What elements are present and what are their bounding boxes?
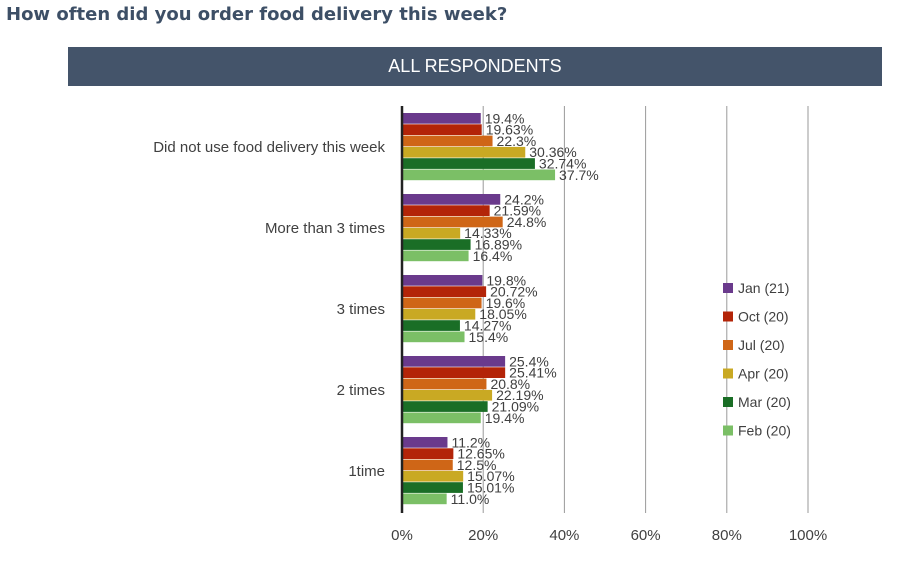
data-label: 37.7% bbox=[559, 167, 599, 183]
data-label: 19.63% bbox=[486, 122, 533, 138]
bar bbox=[402, 308, 476, 320]
data-label: 20.72% bbox=[490, 284, 537, 300]
x-tick-label: 40% bbox=[549, 527, 579, 544]
data-label: 20.8% bbox=[490, 376, 530, 392]
bar bbox=[402, 169, 556, 181]
x-tick-label: 60% bbox=[631, 527, 661, 544]
bar bbox=[402, 194, 501, 205]
bar bbox=[402, 227, 461, 239]
bar bbox=[402, 216, 503, 228]
legend-swatch bbox=[723, 425, 733, 436]
bar bbox=[402, 378, 487, 390]
legend-swatch bbox=[723, 340, 733, 350]
segment-banner: ALL RESPONDENTS bbox=[68, 47, 882, 86]
bar bbox=[402, 286, 487, 297]
category-label: 2 times bbox=[337, 382, 385, 399]
bar bbox=[402, 297, 482, 309]
data-label: 16.4% bbox=[473, 248, 513, 264]
data-label: 15.4% bbox=[469, 329, 509, 345]
bar bbox=[402, 158, 535, 169]
data-label: 30.36% bbox=[529, 144, 576, 160]
bar bbox=[402, 250, 469, 262]
bar bbox=[402, 448, 454, 459]
data-label: 32.74% bbox=[539, 156, 586, 172]
legend-label: Jul (20) bbox=[738, 337, 785, 353]
x-tick-label: 20% bbox=[468, 527, 498, 544]
bar bbox=[402, 320, 460, 331]
data-label: 19.6% bbox=[486, 295, 526, 311]
bar bbox=[402, 205, 490, 216]
data-label: 14.27% bbox=[464, 318, 511, 334]
data-label: 19.8% bbox=[486, 272, 526, 288]
bar bbox=[402, 389, 493, 401]
data-label: 25.4% bbox=[509, 353, 549, 369]
bar bbox=[402, 239, 471, 250]
legend-label: Mar (20) bbox=[738, 394, 791, 410]
data-label: 12.65% bbox=[457, 446, 504, 462]
data-label: 22.3% bbox=[497, 133, 537, 149]
bar bbox=[402, 331, 465, 343]
data-label: 16.89% bbox=[475, 237, 522, 253]
data-label: 19.4% bbox=[485, 410, 525, 426]
legend-label: Jan (21) bbox=[738, 280, 789, 296]
category-label: 3 times bbox=[337, 301, 385, 318]
chart-title: How often did you order food delivery th… bbox=[6, 4, 508, 25]
data-label: 24.2% bbox=[504, 191, 544, 207]
legend-swatch bbox=[723, 283, 733, 293]
legend-label: Oct (20) bbox=[738, 309, 789, 325]
bar bbox=[402, 113, 481, 124]
data-label: 11.0% bbox=[451, 491, 490, 507]
category-label: 1time bbox=[348, 463, 385, 480]
data-label: 18.05% bbox=[479, 306, 526, 322]
data-label: 14.33% bbox=[464, 225, 511, 241]
bar bbox=[402, 493, 447, 505]
data-label: 21.59% bbox=[494, 203, 541, 219]
legend-label: Apr (20) bbox=[738, 366, 789, 382]
legend-label: Feb (20) bbox=[738, 423, 791, 439]
bar bbox=[402, 146, 526, 158]
category-label: Did not use food delivery this week bbox=[153, 139, 385, 156]
bar bbox=[402, 401, 488, 412]
bar bbox=[402, 275, 483, 286]
bar bbox=[402, 482, 463, 493]
legend-swatch bbox=[723, 368, 733, 379]
data-label: 22.19% bbox=[496, 387, 543, 403]
category-label: More than 3 times bbox=[265, 220, 385, 237]
bar bbox=[402, 124, 482, 135]
data-label: 19.4% bbox=[485, 110, 525, 126]
bar bbox=[402, 437, 448, 448]
bar bbox=[402, 367, 506, 378]
bar bbox=[402, 356, 506, 367]
data-label: 24.8% bbox=[507, 214, 547, 230]
x-tick-label: 0% bbox=[391, 527, 413, 544]
data-label: 15.01% bbox=[467, 480, 514, 496]
data-label: 15.07% bbox=[467, 468, 514, 484]
bar bbox=[402, 135, 493, 147]
legend-swatch bbox=[723, 311, 733, 322]
x-tick-label: 80% bbox=[712, 527, 742, 544]
x-tick-label: 100% bbox=[789, 527, 827, 544]
bar bbox=[402, 459, 453, 471]
data-label: 21.09% bbox=[492, 399, 539, 415]
data-label: 25.41% bbox=[509, 365, 556, 381]
bar bbox=[402, 470, 464, 482]
bar bbox=[402, 412, 481, 424]
data-label: 11.2% bbox=[451, 434, 490, 450]
legend-swatch bbox=[723, 397, 733, 407]
data-label: 12.5% bbox=[457, 457, 497, 473]
